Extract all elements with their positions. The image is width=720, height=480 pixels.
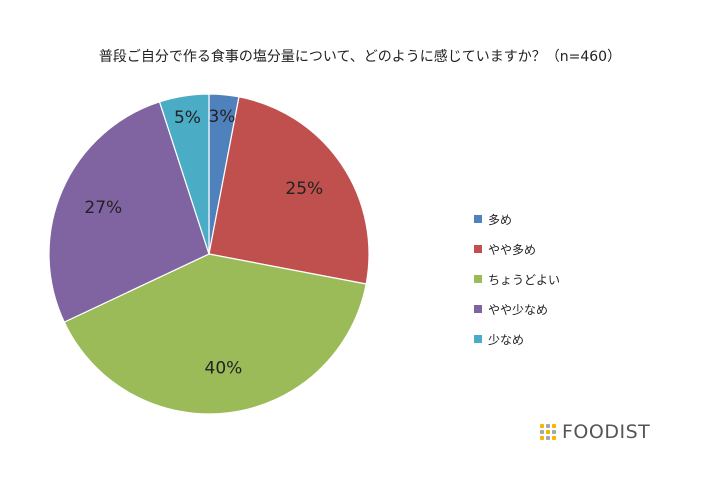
- legend-label: やや少なめ: [488, 302, 549, 317]
- legend-swatch: [474, 335, 482, 343]
- foodist-logo: FOODIST: [540, 421, 650, 443]
- data-label: 5%: [174, 108, 201, 128]
- data-label: 40%: [205, 358, 243, 378]
- legend-label: やや多め: [488, 242, 537, 257]
- legend-item: 少なめ: [474, 324, 560, 354]
- legend: 多め やや多め ちょうどよい やや少なめ 少なめ: [474, 204, 560, 354]
- data-label: 3%: [208, 107, 235, 127]
- data-label: 27%: [84, 198, 122, 218]
- pie-slice: [63, 253, 367, 415]
- pie-slice: [158, 93, 210, 255]
- legend-swatch: [474, 275, 482, 283]
- logo-dots-icon: [540, 424, 556, 440]
- data-label: 25%: [285, 179, 323, 199]
- pie-slice: [48, 101, 210, 323]
- legend-swatch: [474, 245, 482, 253]
- legend-swatch: [474, 305, 482, 313]
- legend-item: ちょうどよい: [474, 264, 560, 294]
- legend-item: やや多め: [474, 234, 560, 264]
- legend-swatch: [474, 215, 482, 223]
- chart-title: 普段ご自分で作る食事の塩分量について、どのように感じていますか？（n=460）: [98, 49, 622, 65]
- legend-label: 少なめ: [488, 332, 525, 347]
- pie-slice: [208, 96, 370, 285]
- legend-item: 多め: [474, 204, 560, 234]
- legend-label: ちょうどよい: [488, 272, 561, 287]
- legend-label: 多め: [488, 212, 513, 227]
- logo-text: FOODIST: [562, 421, 651, 443]
- legend-item: やや少なめ: [474, 294, 560, 324]
